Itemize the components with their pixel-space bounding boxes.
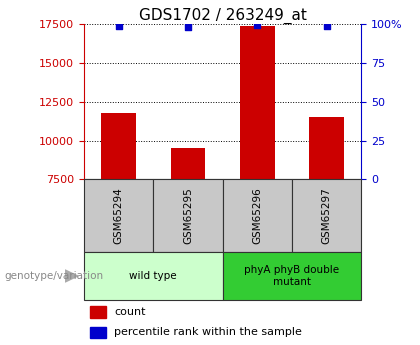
Bar xyxy=(171,148,205,179)
Bar xyxy=(89,306,106,317)
Bar xyxy=(309,117,344,179)
Point xyxy=(254,22,260,28)
Text: GSM65294: GSM65294 xyxy=(114,187,123,244)
Text: phyA phyB double
mutant: phyA phyB double mutant xyxy=(244,265,339,287)
Text: GSM65296: GSM65296 xyxy=(252,187,262,244)
Bar xyxy=(101,112,136,179)
Polygon shape xyxy=(65,270,78,282)
Text: genotype/variation: genotype/variation xyxy=(4,271,103,281)
Bar xyxy=(89,327,106,338)
Bar xyxy=(292,179,361,252)
Text: GSM65297: GSM65297 xyxy=(322,187,331,244)
Bar xyxy=(153,179,223,252)
Bar xyxy=(84,252,223,300)
Bar xyxy=(240,26,275,179)
Point xyxy=(185,24,192,30)
Text: wild type: wild type xyxy=(129,271,177,281)
Point xyxy=(323,23,330,28)
Bar xyxy=(84,179,153,252)
Text: GSM65295: GSM65295 xyxy=(183,187,193,244)
Title: GDS1702 / 263249_at: GDS1702 / 263249_at xyxy=(139,8,307,24)
Text: count: count xyxy=(115,307,146,317)
Text: percentile rank within the sample: percentile rank within the sample xyxy=(115,327,302,337)
Bar xyxy=(223,252,361,300)
Point xyxy=(115,23,122,28)
Bar xyxy=(223,179,292,252)
